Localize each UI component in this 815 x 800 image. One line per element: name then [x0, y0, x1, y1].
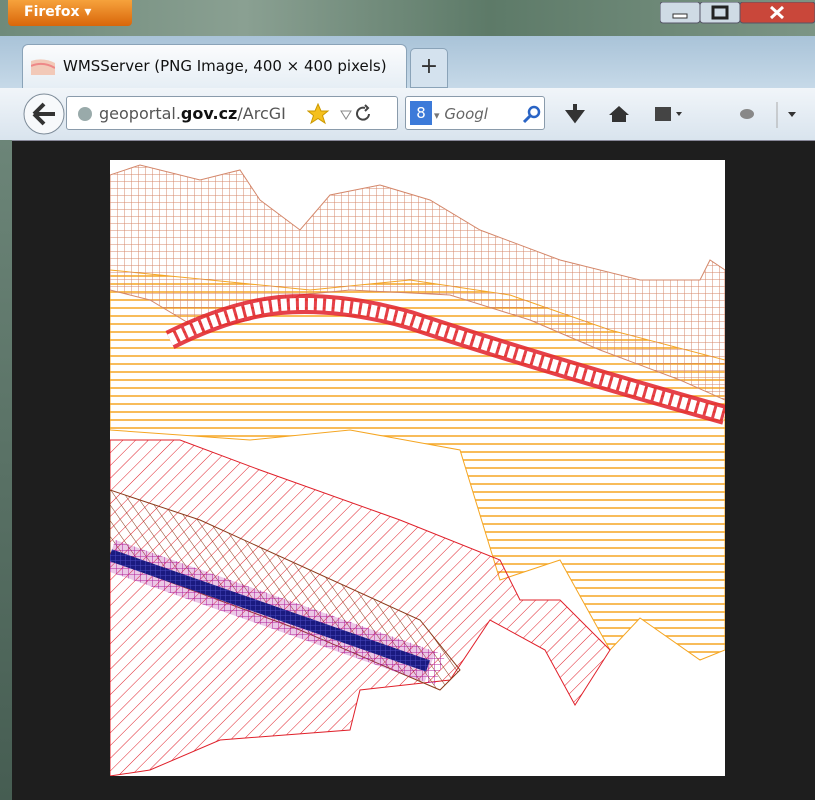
downloads-button[interactable] — [565, 104, 585, 124]
app-button-label: Firefox — [24, 4, 80, 20]
tab-favicon — [31, 59, 55, 75]
maximize-button[interactable] — [699, 2, 741, 24]
title-bar: Firefox ▾ — [0, 0, 815, 36]
history-dropdown[interactable] — [340, 110, 352, 120]
tab[interactable]: WMSServer (PNG Image, 400 × 400 pixels) — [22, 44, 407, 88]
minimize-icon — [672, 13, 688, 19]
home-button[interactable] — [609, 106, 629, 122]
wms-map-image — [110, 160, 725, 776]
addon-button[interactable] — [740, 109, 754, 119]
url-path: /ArcGI — [237, 104, 286, 123]
map-band-inner — [167, 298, 725, 421]
bookmarks-button[interactable] — [655, 107, 671, 121]
menu-dropdown[interactable] — [788, 112, 796, 117]
new-tab-button[interactable]: + — [410, 48, 448, 88]
tab-bar: WMSServer (PNG Image, 400 × 400 pixels) … — [0, 36, 815, 88]
close-icon — [769, 5, 785, 20]
url-icons — [307, 103, 370, 125]
reload-button[interactable] — [356, 104, 370, 121]
desktop-edge — [0, 140, 12, 800]
url-domain: gov.cz — [180, 104, 238, 123]
maximize-icon — [711, 5, 729, 20]
search-button[interactable] — [522, 104, 542, 124]
url-host: geoportal. — [99, 104, 181, 123]
search-engine-icon[interactable]: 8 — [410, 101, 432, 125]
site-identity-icon — [78, 107, 92, 121]
url-bar[interactable]: geoportal.gov.cz/ArcGI — [66, 96, 398, 130]
search-placeholder: Googl — [444, 105, 488, 123]
bookmark-star[interactable] — [307, 103, 330, 125]
tab-title: WMSServer (PNG Image, 400 × 400 pixels) — [63, 57, 387, 75]
search-bar[interactable]: 8 ▾ Googl — [405, 96, 545, 130]
navigation-bar: geoportal.gov.cz/ArcGI 8 ▾ Googl — [0, 88, 815, 141]
back-button[interactable] — [22, 92, 70, 138]
engine-dropdown[interactable]: ▾ — [434, 109, 440, 122]
minimize-button[interactable] — [660, 2, 701, 24]
toolbar-buttons — [565, 102, 796, 128]
window-controls — [660, 2, 815, 24]
map-band-navy — [110, 549, 430, 672]
firefox-menu-button[interactable]: Firefox ▾ — [8, 0, 132, 26]
